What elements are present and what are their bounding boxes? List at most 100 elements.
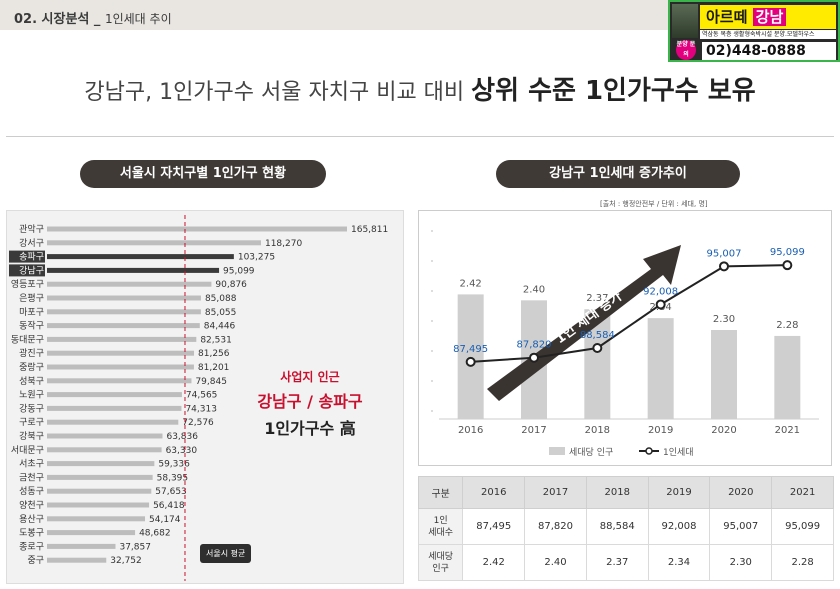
district-bar <box>47 433 163 439</box>
district-bar <box>47 240 261 246</box>
district-value-label: 37,857 <box>119 542 151 552</box>
district-bar <box>47 336 197 342</box>
district-label: 용산구 <box>19 514 44 525</box>
district-bar <box>47 267 220 273</box>
line-point <box>719 261 729 272</box>
district-bar <box>47 378 192 384</box>
bar-value-label: 2.40 <box>523 284 545 295</box>
district-label: 도봉구 <box>19 528 44 539</box>
table-header-row: 구분 2016 2017 2018 2019 2020 2021 <box>417 476 834 509</box>
ad-banner[interactable]: 분양 문의 아르떼 강남 역삼동 복층 생활형숙박시설 분양.모델하우스 02)… <box>668 0 840 62</box>
table-header-cell: 2018 <box>585 476 649 509</box>
district-label: 광진구 <box>19 347 44 359</box>
district-bar <box>47 392 182 398</box>
district-label: 동대문구 <box>11 334 44 345</box>
left-chart-panel: 관악구 165,811 강서구 118,270 송파구 103,275 강남구 95,099 영… <box>6 210 404 584</box>
district-bar <box>47 502 150 508</box>
row-header-cell: 세대당 인구 <box>417 544 464 581</box>
district-value-label: 81,256 <box>198 349 230 359</box>
brand-name: 아르떼 <box>706 8 748 26</box>
trend-bar <box>647 318 674 419</box>
district-label: 마포구 <box>19 307 44 318</box>
district-value-label: 81,201 <box>198 363 230 373</box>
legend-line-marker <box>645 447 653 455</box>
x-tick-label: 2016 <box>458 425 483 436</box>
legend-bar-swatch <box>549 447 565 455</box>
table-cell: 2.30 <box>709 544 773 581</box>
section-title: 02. 시장분석 _ 1인세대 추이 <box>14 8 172 27</box>
table-header-cell: 구분 <box>417 476 464 509</box>
district-bar <box>47 474 153 480</box>
line-point <box>592 343 603 354</box>
building-photo <box>672 4 698 38</box>
district-label: 강북구 <box>19 431 44 442</box>
district-label: 영등포구 <box>11 279 44 290</box>
table-header-cell: 2019 <box>647 476 711 509</box>
district-label: 서대문구 <box>11 445 44 456</box>
line-point <box>782 260 793 271</box>
district-value-label: 54,174 <box>149 515 181 525</box>
district-label-bg <box>9 250 45 263</box>
ad-phone[interactable]: 02)448-0888 <box>702 42 836 60</box>
table-row: 세대당 인구 2.42 2.40 2.37 2.34 2.30 2.28 <box>417 544 834 581</box>
trend-chart: 2.4220162.4020172.3720182.3420192.302020… <box>431 230 819 458</box>
district-label: 은평구 <box>19 293 44 304</box>
ad-subtitle: 역삼동 복층 생활형숙박시설 분양.모델하우스 <box>700 30 836 39</box>
district-value-label: 103,275 <box>238 253 275 263</box>
district-label: 성동구 <box>19 486 44 497</box>
source-note: [출처 : 행정안전부 / 단위 : 세대, 명] <box>600 200 708 208</box>
table-cell: 95,099 <box>771 508 834 545</box>
line-value-label: 95,099 <box>770 247 805 258</box>
table-cell: 2.40 <box>524 544 587 581</box>
district-bar <box>47 557 107 563</box>
table-cell: 2.34 <box>647 544 711 581</box>
line-value-label: 92,008 <box>643 286 678 297</box>
district-value-label: 59,336 <box>158 460 190 470</box>
district-label: 강서구 <box>19 238 44 249</box>
table-cell: 2.42 <box>462 544 526 581</box>
callout: 사업지 인근 강남구 / 송파구 1인가구수 高 <box>230 368 390 439</box>
line-point <box>465 356 476 367</box>
district-value-label: 57,653 <box>155 487 187 497</box>
table-header-cell: 2021 <box>771 476 834 509</box>
district-value-label: 85,088 <box>205 294 237 304</box>
district-value-label: 79,845 <box>195 377 227 387</box>
district-bar <box>47 364 194 370</box>
bar-value-label: 2.30 <box>713 314 735 325</box>
x-tick-label: 2021 <box>775 425 800 436</box>
district-value-label: 63,330 <box>166 446 198 456</box>
ad-brand: 아르떼 강남 <box>700 5 836 29</box>
table-header-cell: 2016 <box>462 476 526 509</box>
right-chart-panel: 2.4220162.4020172.3720182.3420192.302020… <box>418 210 832 466</box>
district-value-label: 63,836 <box>166 432 198 442</box>
line-value-label: 87,820 <box>517 340 552 351</box>
line-point <box>529 352 539 363</box>
headline: 강남구, 1인가구수 서울 자치구 비교 대비 상위 수준 1인가구수 보유 <box>0 70 840 107</box>
district-value-label: 90,876 <box>215 280 247 290</box>
district-value-label: 58,395 <box>157 473 189 483</box>
district-label: 동작구 <box>19 321 44 332</box>
table-cell: 87,820 <box>524 508 587 545</box>
district-value-label: 74,565 <box>186 391 218 401</box>
x-tick-label: 2019 <box>648 425 673 436</box>
district-value-label: 82,531 <box>200 335 232 345</box>
district-label-bg <box>9 264 45 277</box>
district-value-label: 48,682 <box>139 529 171 539</box>
district-value-label: 32,752 <box>110 556 142 566</box>
district-label: 강동구 <box>19 403 44 414</box>
district-bar <box>47 295 201 301</box>
table-cell: 2.28 <box>771 544 834 581</box>
district-label: 강남구 <box>19 265 44 276</box>
callout-line3: 1인가구수 高 <box>264 419 356 438</box>
district-bar <box>47 309 201 315</box>
district-label: 중구 <box>27 555 44 566</box>
district-bar <box>47 226 347 232</box>
district-bar <box>47 254 234 260</box>
district-label: 송파구 <box>19 252 44 263</box>
table-header-cell: 2017 <box>524 476 587 509</box>
district-value-label: 72,576 <box>182 418 214 428</box>
line-value-label: 88,584 <box>580 330 615 341</box>
callout-line2: 강남구 / 송파구 <box>257 392 363 411</box>
district-label: 종로구 <box>19 541 44 552</box>
district-bar <box>47 461 155 467</box>
